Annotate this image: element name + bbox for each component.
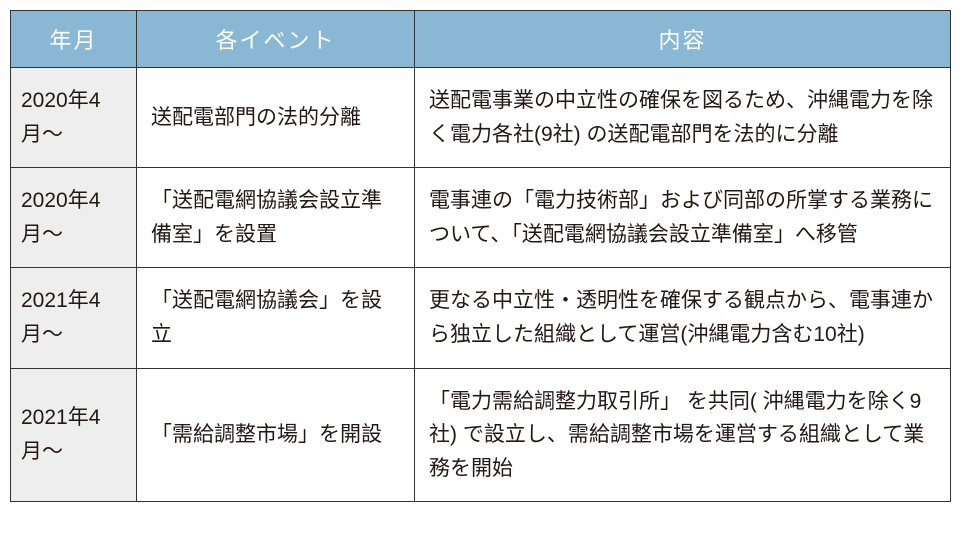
cell-event: 送配電部門の法的分離 <box>137 68 415 168</box>
table-row: 2021年4月〜 「需給調整市場」を開設 「電力需給調整力取引所」 を共同( 沖… <box>11 368 951 502</box>
cell-content: 更なる中立性・透明性を確保する観点から、電事連から独立した組織として運営(沖縄電… <box>415 268 951 368</box>
table-body: 2020年4月〜 送配電部門の法的分離 送配電事業の中立性の確保を図るため、沖縄… <box>11 68 951 502</box>
cell-event: 「送配電網協議会」を設立 <box>137 268 415 368</box>
header-date: 年月 <box>11 11 137 68</box>
cell-date: 2020年4月〜 <box>11 168 137 268</box>
cell-event: 「需給調整市場」を開設 <box>137 368 415 502</box>
table-row: 2020年4月〜 送配電部門の法的分離 送配電事業の中立性の確保を図るため、沖縄… <box>11 68 951 168</box>
cell-content: 電事連の「電力技術部」および同部の所掌する業務について、「送配電網協議会設立準備… <box>415 168 951 268</box>
cell-date: 2021年4月〜 <box>11 368 137 502</box>
cell-content: 「電力需給調整力取引所」 を共同( 沖縄電力を除く9社) で設立し、需給調整市場… <box>415 368 951 502</box>
table-header: 年月 各イベント 内容 <box>11 11 951 68</box>
header-event: 各イベント <box>137 11 415 68</box>
timeline-table: 年月 各イベント 内容 2020年4月〜 送配電部門の法的分離 送配電事業の中立… <box>10 10 951 502</box>
cell-date: 2020年4月〜 <box>11 68 137 168</box>
header-content: 内容 <box>415 11 951 68</box>
table-row: 2020年4月〜 「送配電網協議会設立準備室」を設置 電事連の「電力技術部」およ… <box>11 168 951 268</box>
cell-date: 2021年4月〜 <box>11 268 137 368</box>
table-row: 2021年4月〜 「送配電網協議会」を設立 更なる中立性・透明性を確保する観点か… <box>11 268 951 368</box>
cell-event: 「送配電網協議会設立準備室」を設置 <box>137 168 415 268</box>
cell-content: 送配電事業の中立性の確保を図るため、沖縄電力を除く電力各社(9社) の送配電部門… <box>415 68 951 168</box>
